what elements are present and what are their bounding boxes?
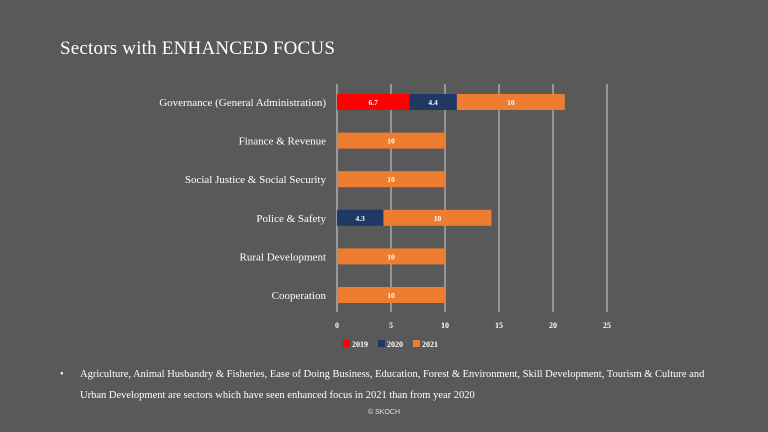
data-label-2021-cooperation: 10 (387, 291, 395, 300)
category-label-finance-revenue: Finance & Revenue (239, 136, 326, 148)
category-label-police-safety: Police & Safety (256, 213, 326, 225)
data-label-2021-finance-revenue: 10 (387, 137, 395, 146)
bar-2021-cooperation (337, 287, 445, 303)
bar-2020-governance-general-administration (409, 94, 457, 110)
legend-label-2021: 2021 (422, 340, 438, 349)
category-label-governance-general-administration: Governance (General Administration) (159, 97, 326, 109)
x-tick-label: 10 (441, 321, 449, 330)
category-label-rural-development: Rural Development (240, 251, 326, 263)
category-label-social-justice-social-security: Social Justice & Social Security (185, 174, 327, 186)
x-tick-label: 15 (495, 321, 503, 330)
data-label-2020-police-safety: 4.3 (356, 214, 366, 223)
copyright-footer: © SKOCH (368, 409, 400, 416)
bar-2021-rural-development (337, 248, 445, 265)
data-label-2020-governance-general-administration: 4.4 (428, 98, 438, 107)
data-label-2021-rural-development: 10 (387, 252, 395, 261)
legend-swatch-2020 (378, 340, 385, 347)
bar-2021-social-justice-social-security (337, 171, 445, 188)
x-tick-label: 5 (389, 321, 393, 330)
legend-label-2019: 2019 (352, 340, 368, 349)
legend-swatch-2021 (413, 340, 420, 347)
legend-label-2020: 2020 (387, 340, 403, 349)
category-label-cooperation: Cooperation (272, 290, 327, 302)
bar-2021-governance-general-administration (456, 94, 565, 110)
bar-2019-governance-general-administration (337, 94, 410, 110)
data-label-2019-governance-general-administration: 6.7 (368, 98, 378, 107)
bullet-symbol: • (60, 369, 64, 380)
x-tick-label: 25 (603, 321, 611, 330)
bullet-text: Agriculture, Animal Husbandry & Fisherie… (80, 369, 705, 401)
legend-swatch-2019 (343, 340, 350, 347)
bar-2021-finance-revenue (337, 132, 445, 149)
slide-title: Sectors with ENHANCED FOCUS (60, 38, 336, 59)
x-tick-label: 0 (335, 321, 339, 330)
bar-2021-police-safety (383, 209, 492, 226)
bar-2020-police-safety (337, 209, 384, 226)
data-label-2021-police-safety: 10 (434, 214, 442, 223)
x-tick-label: 20 (549, 321, 557, 330)
data-label-2021-governance-general-administration: 10 (507, 98, 515, 107)
data-label-2021-social-justice-social-security: 10 (387, 175, 395, 184)
